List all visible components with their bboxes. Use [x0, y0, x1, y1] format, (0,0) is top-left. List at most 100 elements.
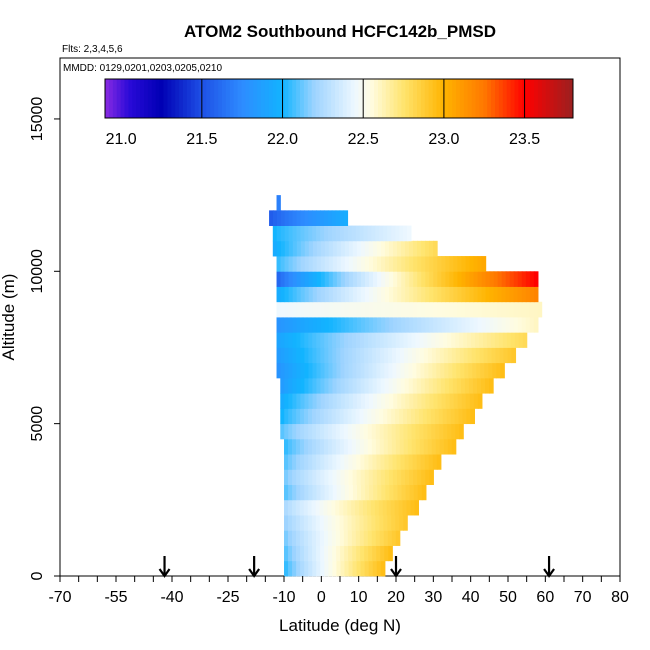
curtain-cell: [380, 545, 385, 562]
curtain-cell: [324, 347, 329, 364]
curtain-cell: [367, 515, 373, 531]
curtain-cell: [432, 362, 437, 379]
colorbar-cell: [366, 79, 371, 118]
curtain-cell: [308, 271, 314, 287]
curtain-cell: [300, 423, 305, 440]
curtain-cell: [457, 256, 463, 272]
curtain-cell: [383, 332, 389, 348]
curtain-cell: [451, 438, 457, 455]
curtain-cell: [372, 362, 378, 379]
curtain-cell: [331, 499, 336, 516]
curtain-cell: [483, 347, 489, 364]
curtain-cell: [307, 515, 313, 531]
curtain-cell: [497, 286, 503, 303]
curtain-cell: [312, 332, 317, 348]
curtain-cell: [429, 301, 434, 318]
curtain-cell: [288, 408, 293, 425]
curtain-cell: [409, 317, 414, 333]
curtain-cell: [312, 393, 318, 409]
curtain-cell: [469, 393, 475, 409]
curtain-cell: [429, 256, 434, 272]
curtain-cell: [380, 469, 386, 485]
curtain-band: [280, 408, 475, 425]
colorbar-cell: [553, 79, 558, 118]
curtain-band: [284, 469, 434, 485]
curtain-cell: [355, 225, 361, 242]
colorbar-cell: [327, 79, 332, 118]
curtain-cell: [401, 256, 406, 272]
curtain-cell: [383, 530, 389, 546]
curtain-cell: [300, 560, 305, 577]
curtain-cell: [456, 377, 462, 394]
curtain-cell: [340, 377, 346, 394]
curtain-cell: [352, 377, 358, 394]
curtain-cell: [374, 499, 380, 516]
curtain-cell: [371, 515, 376, 531]
curtain-cell: [380, 347, 385, 364]
colorbar-cell: [155, 79, 161, 118]
curtain-cell: [360, 377, 366, 394]
curtain-cell: [352, 286, 358, 303]
y-tick-label: 0: [29, 571, 46, 580]
curtain-cell: [418, 408, 424, 425]
curtain-cell: [439, 347, 445, 364]
curtain-cell: [308, 545, 313, 562]
colorbar-cell: [530, 79, 535, 118]
curtain-cell: [316, 286, 322, 303]
curtain-cell: [348, 469, 354, 485]
curtain-cell: [393, 301, 398, 318]
curtain-cell: [466, 408, 472, 425]
curtain-cell: [323, 499, 329, 516]
curtain-cell: [475, 332, 480, 348]
curtain-cell: [505, 301, 511, 318]
x-tick-label: -55: [104, 589, 127, 606]
curtain-cell: [379, 515, 384, 531]
curtain-cell: [300, 469, 305, 485]
curtain-cell: [521, 301, 527, 318]
curtain-cell: [473, 256, 479, 272]
curtain-cell: [296, 225, 302, 242]
curtain-cell: [339, 423, 345, 440]
curtain-cell: [405, 240, 410, 257]
colorbar-cell: [186, 79, 192, 118]
curtain-cell: [308, 408, 313, 425]
curtain-cell: [312, 560, 317, 577]
curtain-cell: [300, 210, 305, 226]
curtain-cell: [465, 286, 471, 303]
curtain-cell: [452, 377, 458, 394]
curtain-cell: [292, 271, 298, 287]
curtain-cell: [316, 560, 321, 577]
curtain-cell: [300, 271, 306, 287]
curtain-cell: [296, 347, 302, 364]
curtain-cell: [316, 225, 321, 242]
curtain-cell: [392, 347, 397, 364]
curtain-cell: [332, 317, 338, 333]
curtain-cell: [300, 545, 305, 562]
curtain-cell: [304, 393, 310, 409]
curtain-cell: [481, 256, 487, 272]
curtain-cell: [359, 438, 365, 455]
curtain-cell: [324, 362, 330, 379]
curtain-cell: [351, 499, 356, 516]
colorbar: 21.0 21.5 22.0 22.5 23.0 23.5: [104, 78, 574, 148]
curtain-cell: [399, 347, 405, 364]
curtain-cell: [300, 332, 305, 348]
curtain-cell: [280, 286, 286, 303]
colorbar-cell: [268, 79, 274, 118]
curtain-cell: [288, 271, 294, 287]
curtain-cell: [284, 256, 290, 272]
curtain-cell: [300, 301, 306, 318]
colorbar-cell: [225, 79, 231, 118]
curtain-cell: [518, 332, 524, 348]
curtain-cell: [343, 515, 349, 531]
curtain-cell: [292, 469, 297, 485]
curtain-cell: [356, 362, 362, 379]
curtain-cell: [336, 286, 342, 303]
curtain-cell: [348, 362, 354, 379]
colorbar-cell: [541, 79, 547, 118]
curtain-cell: [395, 332, 401, 348]
curtain-cell: [447, 347, 453, 364]
curtain-cell: [376, 545, 381, 562]
curtain-cell: [304, 271, 310, 287]
curtain-cell: [380, 454, 386, 470]
